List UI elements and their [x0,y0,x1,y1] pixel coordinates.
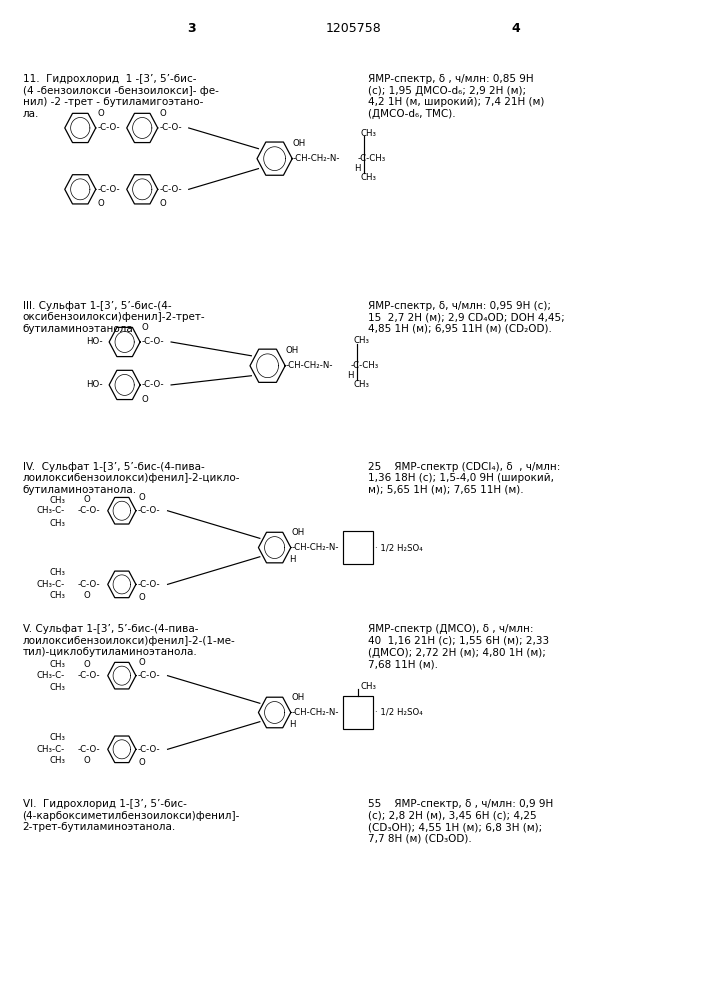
Text: O: O [159,199,166,208]
Text: -C-O-: -C-O- [78,745,100,754]
Text: CH₃: CH₃ [361,173,377,182]
Text: H: H [354,164,361,173]
Text: O: O [84,591,90,600]
Text: H: H [288,720,296,729]
Text: -C-CH₃: -C-CH₃ [351,361,379,370]
Text: CH₃: CH₃ [354,380,370,389]
Text: 4: 4 [511,22,520,35]
Text: O: O [138,658,145,667]
Text: O: O [84,756,90,765]
Text: V. Сульфат 1-[3’, 5’-бис-(4-пива-
лоилоксибензоилокси)фенил]-2-(1-ме-
тил)-цикло: V. Сульфат 1-[3’, 5’-бис-(4-пива- лоилок… [23,624,235,657]
Text: H: H [288,555,296,564]
Text: -C-CH₃: -C-CH₃ [358,154,386,163]
Text: CH₃: CH₃ [49,496,65,505]
Text: CH₃: CH₃ [49,683,65,692]
Text: CH₃-C-: CH₃-C- [37,580,65,589]
Text: -C-O-: -C-O- [78,506,100,515]
Text: ЯМР-спектр, δ , ч/млн: 0,85 9Н
(с); 1,95 ДМСО-d₆; 2,9 2Н (м);
4,2 1Н (м, широкий: ЯМР-спектр, δ , ч/млн: 0,85 9Н (с); 1,95… [368,74,544,119]
Text: -C-O-: -C-O- [159,185,182,194]
Text: H: H [347,371,354,380]
Text: O: O [84,495,90,504]
Text: 25    ЯМР-спектр (CDCl₄), δ  , ч/млн:
1,36 18Н (с); 1,5-4,0 9Н (широкий,
м); 5,6: 25 ЯМР-спектр (CDCl₄), δ , ч/млн: 1,36 1… [368,462,560,495]
Text: O: O [97,109,104,118]
Text: · 1/2 H₂SO₄: · 1/2 H₂SO₄ [375,708,423,717]
Text: CH₃-C-: CH₃-C- [37,506,65,515]
Text: CH₃: CH₃ [49,660,65,669]
Text: 55    ЯМР-спектр, δ , ч/млн: 0,9 9Н
(с); 2,8 2Н (м), 3,45 6Н (с); 4,25
(CD₃OH); : 55 ЯМР-спектр, δ , ч/млн: 0,9 9Н (с); 2,… [368,799,553,844]
Text: O: O [138,758,145,767]
Text: IV.  Сульфат 1-[3’, 5’-бис-(4-пива-
лоилоксибензоилокси)фенил]-2-цикло-
бутилами: IV. Сульфат 1-[3’, 5’-бис-(4-пива- лоило… [23,462,240,495]
Text: CH₃-C-: CH₃-C- [37,671,65,680]
Text: ЯМР-спектр (ДМСО), δ , ч/млн:
40  1,16 21Н (с); 1,55 6Н (м); 2,33
(ДМСО); 2,72 2: ЯМР-спектр (ДМСО), δ , ч/млн: 40 1,16 21… [368,624,549,669]
Text: O: O [159,109,166,118]
Text: OH: OH [286,346,299,355]
Text: OH: OH [291,528,305,537]
Text: O: O [138,593,145,602]
Text: · 1/2 H₂SO₄: · 1/2 H₂SO₄ [375,543,423,552]
Text: -C-O-: -C-O- [159,123,182,132]
Text: OH: OH [291,693,305,702]
Text: ЯМР-спектр, δ, ч/млн: 0,95 9Н (с);
15  2,7 2Н (м); 2,9 CD₄OD; DOH 4,45;
4,85 1Н : ЯМР-спектр, δ, ч/млн: 0,95 9Н (с); 15 2,… [368,301,564,334]
Text: -C-O-: -C-O- [138,506,160,515]
Text: -C-O-: -C-O- [141,337,164,346]
Text: -C-O-: -C-O- [138,671,160,680]
Text: HO-: HO- [86,337,103,346]
Text: CH₃: CH₃ [361,129,377,138]
Text: HO-: HO- [86,380,103,389]
Text: -CH-CH₂-N-: -CH-CH₂-N- [293,154,341,163]
Text: -C-O-: -C-O- [97,185,119,194]
Text: -C-O-: -C-O- [78,580,100,589]
Text: O: O [84,660,90,669]
Text: -CH-CH₂-N-: -CH-CH₂-N- [291,708,339,717]
Text: CH₃: CH₃ [49,733,65,742]
Text: 11.  Гидрохлорид  1 -[3’, 5’-бис-
(4 -бензоилокси -бензоилокси]- фе-
нил) -2 -тр: 11. Гидрохлорид 1 -[3’, 5’-бис- (4 -бенз… [23,74,218,119]
Text: III. Сульфат 1-[3’, 5’-бис-(4-
оксибензоилокси)фенил]-2-трет-
бутиламиноэтанола.: III. Сульфат 1-[3’, 5’-бис-(4- оксибензо… [23,301,205,334]
Text: -CH-CH₂-N-: -CH-CH₂-N- [291,543,339,552]
Text: -C-O-: -C-O- [138,745,160,754]
Text: CH₃: CH₃ [49,519,65,528]
Text: CH₃-C-: CH₃-C- [37,745,65,754]
Text: -C-O-: -C-O- [141,380,164,389]
Text: CH₃: CH₃ [361,682,377,691]
Text: 3: 3 [187,22,196,35]
Text: OH: OH [293,139,306,148]
Text: O: O [141,395,148,404]
Text: O: O [138,493,145,502]
Text: VI.  Гидрохлорид 1-[3’, 5’-бис-
(4-карбоксиметилбензоилокси)фенил]-
2-трет-бутил: VI. Гидрохлорид 1-[3’, 5’-бис- (4-карбок… [23,799,240,832]
Text: -CH-CH₂-N-: -CH-CH₂-N- [286,361,334,370]
Text: CH₃: CH₃ [49,756,65,765]
Text: -C-O-: -C-O- [78,671,100,680]
Text: O: O [97,199,104,208]
Text: -C-O-: -C-O- [97,123,119,132]
Text: -C-O-: -C-O- [138,580,160,589]
Text: CH₃: CH₃ [49,591,65,600]
Text: O: O [141,323,148,332]
Text: CH₃: CH₃ [354,336,370,345]
Text: 1205758: 1205758 [326,22,381,35]
Text: CH₃: CH₃ [49,568,65,577]
